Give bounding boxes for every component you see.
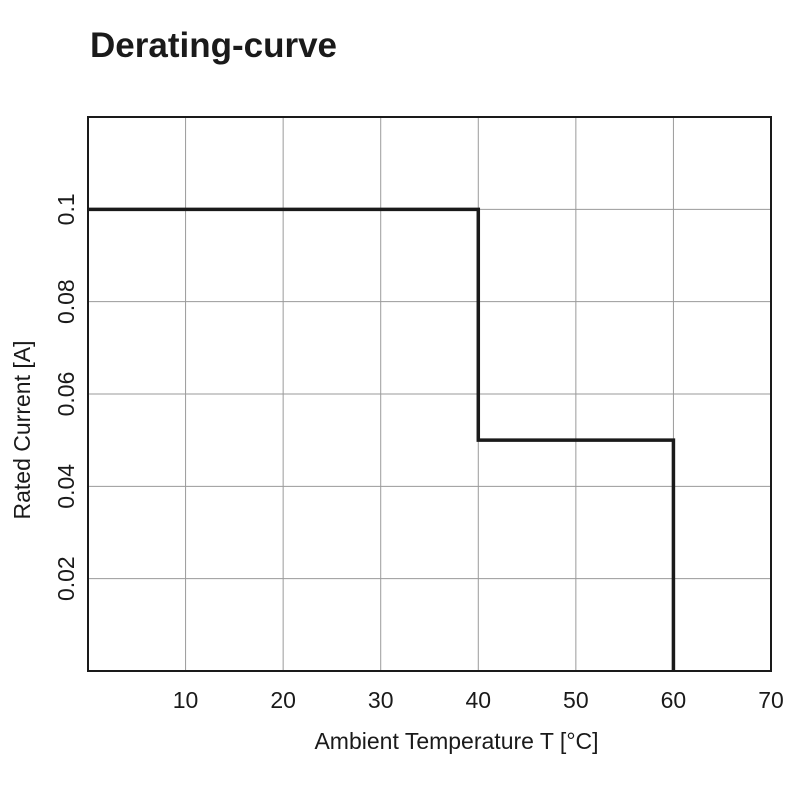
x-tick-labels: 10 20 30 40 50 60 70 bbox=[173, 687, 784, 713]
x-tick-label: 70 bbox=[758, 687, 784, 713]
y-tick-label: 0.1 bbox=[53, 193, 79, 225]
series-group bbox=[88, 207, 676, 671]
x-tick-label: 10 bbox=[173, 687, 199, 713]
chart-title: Derating-curve bbox=[90, 26, 338, 65]
x-axis-label: Ambient Temperature T [°C] bbox=[314, 728, 598, 754]
derating-curve-line bbox=[88, 207, 676, 671]
x-tick-label: 30 bbox=[368, 687, 394, 713]
y-tick-label: 0.04 bbox=[53, 464, 79, 509]
x-tick-label: 20 bbox=[270, 687, 296, 713]
y-tick-label: 0.08 bbox=[53, 279, 79, 324]
y-tick-label: 0.02 bbox=[53, 556, 79, 601]
y-axis-label: Rated Current [A] bbox=[9, 341, 35, 520]
x-tick-label: 50 bbox=[563, 687, 589, 713]
y-tick-label: 0.06 bbox=[53, 372, 79, 417]
plot-frame bbox=[87, 116, 772, 672]
grid bbox=[88, 117, 771, 671]
x-tick-label: 40 bbox=[465, 687, 491, 713]
y-tick-labels: 0.02 0.04 0.06 0.08 0.1 bbox=[53, 193, 79, 601]
x-tick-label: 60 bbox=[661, 687, 687, 713]
